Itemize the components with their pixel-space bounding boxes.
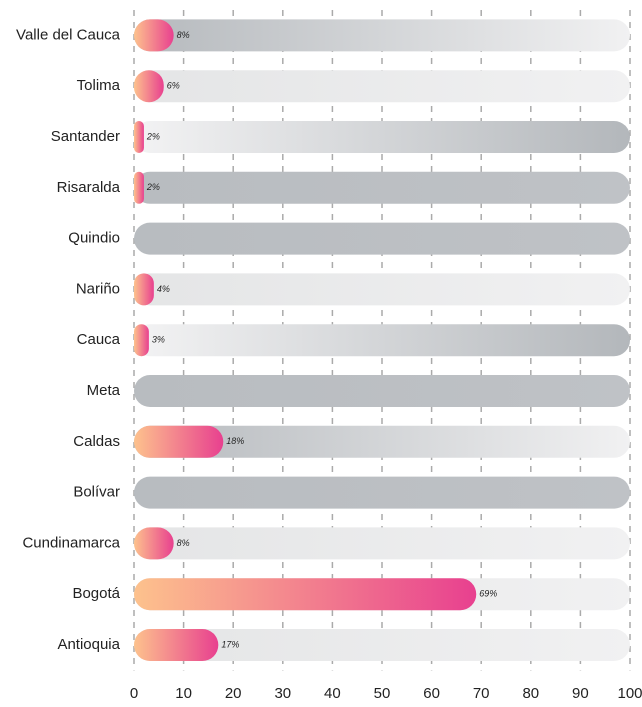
bar	[134, 629, 219, 661]
track	[134, 273, 630, 306]
bar	[134, 324, 149, 357]
track	[134, 324, 630, 357]
category-label: Bogotá	[72, 585, 120, 602]
track	[134, 121, 630, 153]
x-tick-label: 0	[130, 685, 138, 702]
x-tick-label: 70	[473, 685, 490, 702]
track	[134, 375, 630, 407]
x-tick-label: 50	[374, 685, 391, 702]
track	[134, 527, 630, 560]
track	[134, 70, 630, 103]
value-label: 69%	[479, 589, 497, 599]
bar	[134, 121, 144, 153]
bar	[134, 527, 174, 560]
category-label: Risaralda	[57, 179, 121, 196]
category-label: Caldas	[73, 433, 120, 450]
x-tick-label: 80	[522, 685, 539, 702]
bar	[134, 19, 174, 52]
x-tick-label: 30	[274, 685, 291, 702]
track	[134, 222, 630, 255]
bar	[134, 171, 144, 204]
x-tick-label: 100	[617, 685, 642, 702]
track	[134, 476, 630, 509]
x-tick-label: 90	[572, 685, 589, 702]
track	[134, 19, 630, 52]
category-label: Nariño	[76, 280, 120, 297]
track	[134, 425, 630, 458]
bar	[134, 273, 154, 306]
x-tick-label: 20	[225, 685, 242, 702]
bar	[134, 578, 477, 611]
value-label: 4%	[157, 284, 170, 294]
value-label: 3%	[152, 335, 165, 345]
value-label: 2%	[146, 131, 160, 141]
category-label: Bolívar	[73, 484, 120, 501]
x-tick-label: 10	[175, 685, 192, 702]
category-label: Tolima	[77, 77, 121, 94]
value-label: 17%	[221, 639, 239, 649]
bar	[134, 425, 224, 458]
track	[134, 171, 630, 204]
category-label: Santander	[51, 128, 120, 145]
bar	[134, 70, 164, 103]
category-label: Valle del Cauca	[16, 26, 121, 43]
value-label: 2%	[146, 182, 160, 192]
value-label: 18%	[226, 436, 244, 446]
value-label: 8%	[177, 538, 190, 548]
value-label: 6%	[167, 81, 180, 91]
x-tick-label: 40	[324, 685, 341, 702]
value-label: 8%	[177, 30, 190, 40]
x-tick-label: 60	[423, 685, 440, 702]
track	[134, 629, 630, 661]
category-label: Cauca	[77, 331, 121, 348]
category-label: Quindio	[68, 230, 120, 247]
category-label: Cundinamarca	[22, 534, 120, 551]
category-label: Antioquia	[57, 636, 120, 653]
category-label: Meta	[87, 382, 121, 399]
